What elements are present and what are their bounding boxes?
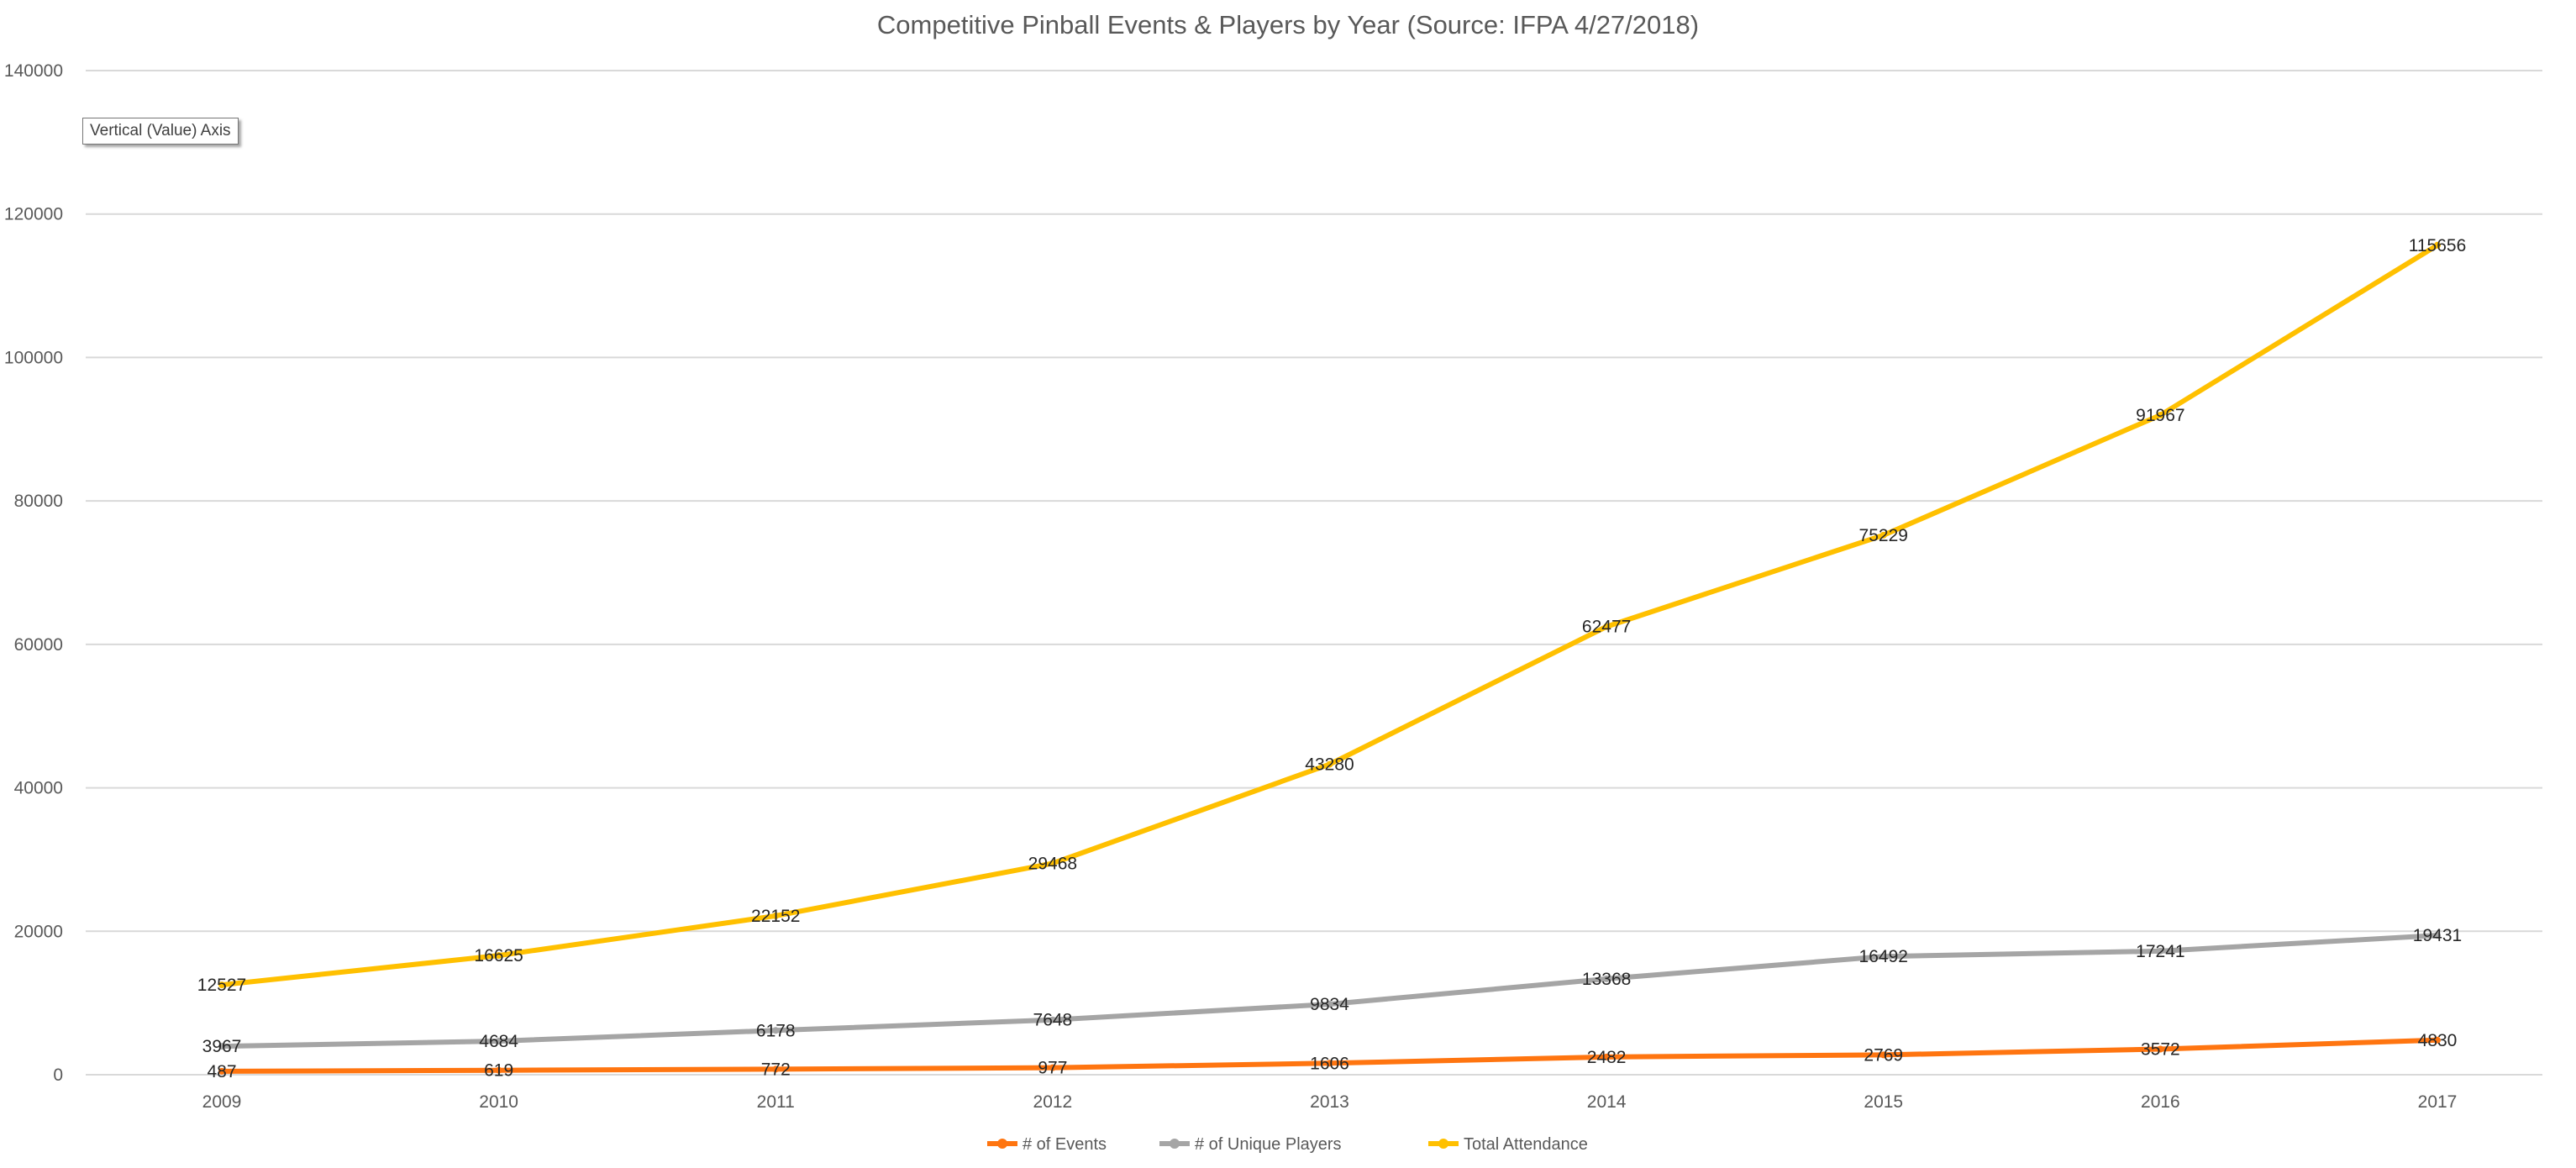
data-point (218, 1043, 225, 1050)
data-label: 9834 (1310, 995, 1349, 1014)
data-label: 7648 (1033, 1011, 1073, 1030)
data-label: 75229 (1859, 526, 1908, 545)
data-label: 772 (761, 1060, 791, 1079)
data-point (1049, 1064, 1056, 1071)
data-point (1879, 1051, 1887, 1059)
axis-tooltip: Vertical (Value) Axis (82, 118, 239, 145)
data-label: 12527 (197, 976, 246, 995)
legend-label: # of Events (1023, 1135, 1107, 1154)
data-label: 2482 (1587, 1048, 1627, 1067)
data-point (1603, 975, 1611, 982)
y-tick-label: 40000 (14, 779, 63, 798)
x-tick-label: 2011 (757, 1092, 795, 1112)
data-label: 43280 (1305, 755, 1354, 775)
data-point (1879, 531, 1887, 539)
x-tick-label: 2016 (2141, 1092, 2180, 1112)
data-label: 62477 (1582, 618, 1631, 637)
x-tick-label: 2009 (202, 1092, 242, 1112)
x-tick-label: 2013 (1310, 1092, 1349, 1112)
data-point (495, 1038, 502, 1045)
x-tick-label: 2012 (1033, 1092, 1073, 1112)
data-label: 4684 (479, 1032, 518, 1051)
data-point (2434, 932, 2441, 939)
data-label: 619 (484, 1061, 513, 1081)
legend-label: Total Attendance (1464, 1135, 1588, 1154)
data-point (2157, 411, 2164, 418)
data-point (1326, 1060, 1333, 1067)
data-point (2157, 947, 2164, 955)
data-point (218, 981, 225, 989)
data-label: 4830 (2418, 1031, 2458, 1050)
y-tick-label: 140000 (4, 61, 63, 81)
data-label: 1606 (1310, 1054, 1349, 1073)
x-tick-label: 2010 (479, 1092, 518, 1112)
chart-title: Competitive Pinball Events & Players by … (877, 10, 1699, 39)
data-point (772, 1027, 780, 1034)
data-label: 487 (207, 1062, 236, 1081)
data-point (2434, 1036, 2441, 1044)
data-label: 16492 (1859, 947, 1908, 966)
legend-marker (1170, 1139, 1180, 1149)
data-label: 19431 (2413, 926, 2462, 945)
data-point (1049, 1016, 1056, 1023)
series-line-2 (219, 242, 2440, 988)
x-tick-label: 2017 (2418, 1092, 2458, 1112)
data-label: 3967 (202, 1037, 242, 1056)
data-label: 29468 (1028, 854, 1077, 873)
x-tick-label: 2015 (1864, 1092, 1903, 1112)
y-tick-label: 120000 (4, 205, 63, 224)
data-label: 22152 (751, 907, 800, 926)
data-label: 16625 (474, 946, 523, 965)
y-tick-label: 0 (53, 1065, 63, 1085)
data-point (218, 1067, 225, 1075)
data-label: 2769 (1864, 1045, 1903, 1065)
data-label: 3572 (2141, 1040, 2180, 1060)
data-point (1326, 760, 1333, 768)
data-label: 91967 (2136, 406, 2184, 425)
data-point (1603, 623, 1611, 630)
data-point (495, 1066, 502, 1074)
data-point (2157, 1045, 2164, 1053)
y-tick-label: 80000 (14, 492, 63, 511)
legend-marker (1438, 1139, 1448, 1149)
data-point (772, 1065, 780, 1073)
y-tick-label: 60000 (14, 635, 63, 655)
legend-label: # of Unique Players (1195, 1135, 1342, 1154)
data-point (495, 952, 502, 960)
data-point (1603, 1053, 1611, 1060)
series-line-1 (219, 933, 2440, 1050)
data-point (1326, 1001, 1333, 1008)
data-label: 977 (1038, 1059, 1067, 1078)
data-label: 115656 (2409, 236, 2467, 255)
data-label: 17241 (2136, 942, 2184, 961)
data-label: 6178 (756, 1021, 796, 1040)
legend-marker (997, 1139, 1007, 1149)
data-point (2434, 241, 2441, 249)
x-tick-label: 2014 (1587, 1092, 1627, 1112)
data-point (1049, 860, 1056, 867)
y-tick-label: 100000 (4, 348, 63, 367)
data-point (772, 912, 780, 919)
data-label: 13368 (1582, 970, 1631, 989)
data-point (1879, 953, 1887, 960)
y-tick-label: 20000 (14, 922, 63, 941)
